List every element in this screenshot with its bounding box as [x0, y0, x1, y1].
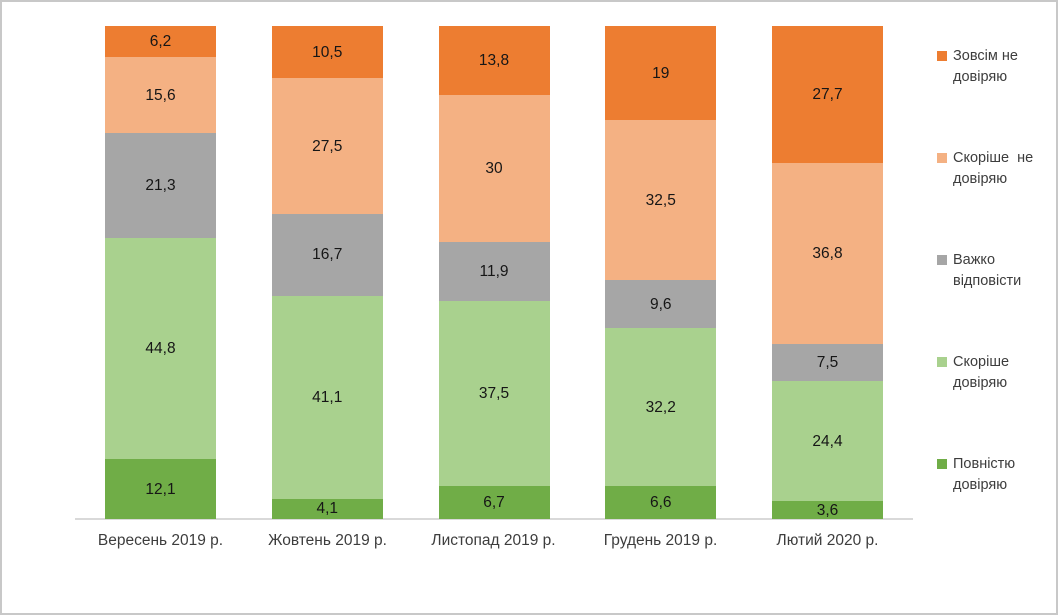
bar-segment: 4,1 [271, 498, 383, 519]
bar-segment: 7,5 [772, 343, 883, 381]
legend-swatch-icon [937, 153, 947, 163]
legend-item: Важко відповісти [937, 250, 1033, 292]
data-label: 10,5 [312, 43, 343, 61]
data-label: 9,6 [649, 295, 672, 313]
bar-segment: 10,5 [271, 26, 383, 79]
legend-label: Зовсім не довіряю [953, 48, 1018, 85]
legend-swatch-icon [937, 255, 947, 265]
legend-swatch-icon [937, 459, 947, 469]
legend-label: Повністю довіряю [953, 456, 1016, 493]
bar-column: 10,5 27,5 16,7 41,1 4,1 [271, 26, 383, 519]
data-label: 6,6 [649, 494, 672, 512]
x-axis-tick-label: Грудень 2019 р. [603, 532, 718, 549]
data-label: 30 [485, 159, 503, 177]
data-label: 36,8 [812, 244, 843, 262]
legend-item: Скоріше не довіряю [937, 148, 1033, 190]
bar-segment: 6,7 [438, 485, 550, 519]
bar-column: 13,8 30 11,9 37,5 6,7 [438, 26, 550, 519]
bar-segment: 27,7 [772, 26, 883, 163]
x-axis-tick-label: Вересень 2019 р. [97, 532, 224, 549]
bar-segment: 13,8 [438, 26, 550, 95]
legend-label: Скоріше довіряю [953, 354, 1010, 391]
data-label: 4,1 [316, 500, 339, 518]
bar-segment: 3,6 [772, 501, 883, 519]
x-axis-tick-label: Жовтень 2019 р. [268, 532, 387, 549]
legend-label: Скоріше не довіряю [953, 150, 1034, 187]
data-label: 11,9 [479, 263, 509, 281]
bar-segment: 41,1 [271, 296, 383, 499]
bar-segment: 12,1 [105, 459, 216, 519]
bar-segment: 15,6 [105, 56, 216, 134]
data-label: 6,7 [483, 493, 505, 511]
data-label: 24,4 [812, 432, 843, 450]
legend-item: Зовсім не довіряю [937, 46, 1033, 88]
data-label: 12,1 [145, 480, 176, 498]
bar-column: 27,7 36,8 7,5 24,4 3,6 [772, 26, 883, 519]
data-label: 37,5 [478, 385, 510, 402]
bar-segment: 32,2 [605, 327, 717, 487]
data-label: 32,2 [645, 398, 676, 416]
legend-swatch-icon [937, 51, 947, 61]
bar-segment: 36,8 [772, 162, 883, 344]
bar-segment: 11,9 [438, 242, 550, 302]
bar-segment: 6,6 [605, 486, 717, 519]
x-axis-line [75, 518, 913, 520]
data-label: 21,3 [145, 177, 176, 195]
bar-segment: 32,5 [605, 120, 717, 281]
bar-segment: 24,4 [772, 380, 883, 502]
data-label: 13,8 [478, 52, 510, 69]
bar-column: 19 32,5 9,6 32,2 6,6 [605, 26, 717, 519]
data-label: 27,7 [812, 85, 843, 103]
data-label: 44,8 [145, 340, 176, 358]
data-label: 16,7 [312, 246, 343, 264]
legend-item: Повністю довіряю [937, 454, 1033, 496]
legend-item: Скоріше довіряю [937, 352, 1033, 394]
bar-segment: 19 [605, 26, 717, 121]
bar-segment: 6,2 [105, 26, 216, 57]
data-label: 6,2 [149, 32, 172, 50]
bar-segment: 37,5 [438, 301, 550, 486]
data-label: 32,5 [645, 191, 676, 209]
data-label: 19 [652, 64, 670, 82]
bar-segment: 21,3 [105, 133, 216, 239]
bar-segment: 16,7 [271, 213, 383, 297]
legend-swatch-icon [937, 357, 947, 367]
x-axis-tick-label: Лютий 2020 р. [776, 532, 879, 549]
bar-segment: 44,8 [105, 238, 216, 460]
data-label: 7,5 [816, 353, 839, 371]
x-axis-tick-label: Листопад 2019 р. [431, 532, 556, 549]
data-label: 15,6 [145, 86, 176, 104]
data-label: 41,1 [312, 388, 343, 406]
bar-segment: 27,5 [271, 78, 383, 214]
chart-legend: Зовсім не довіряю Скоріше не довіряю Важко… [937, 46, 1033, 496]
data-label: 27,5 [312, 137, 343, 155]
legend-label: Важко відповісти [953, 252, 1022, 289]
bar-segment: 30 [438, 94, 550, 243]
bar-column: 6,2 15,6 21,3 44,8 12,1 [105, 26, 216, 519]
bar-segment: 9,6 [605, 280, 717, 328]
data-label: 3,6 [816, 501, 839, 519]
